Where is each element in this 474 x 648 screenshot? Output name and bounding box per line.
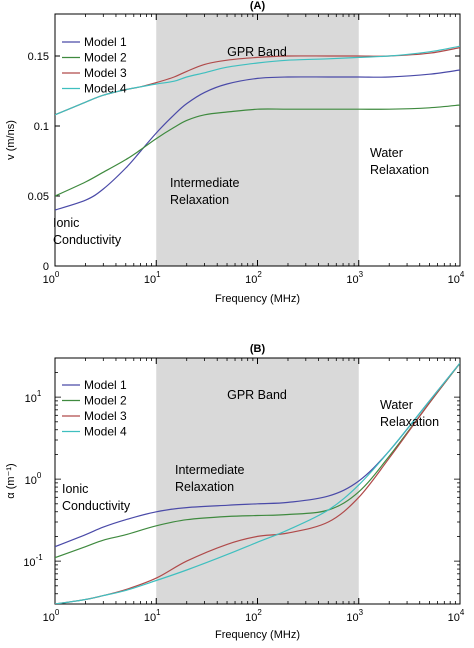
annotation-line: Relaxation xyxy=(380,415,439,429)
x-tick-label: 102 xyxy=(245,270,262,286)
x-tick-exponent: 2 xyxy=(257,608,262,617)
annotation-line: Ionic xyxy=(62,482,88,496)
x-tick-label: 104 xyxy=(448,270,465,286)
x-tick-label: 100 xyxy=(43,608,60,624)
legend-label: Model 3 xyxy=(84,409,127,423)
series-line-model-2 xyxy=(55,104,460,197)
series-line-model-4 xyxy=(55,362,460,604)
y-tick-exponent: 1 xyxy=(37,389,42,398)
region-annotation: Water Relaxation xyxy=(380,398,439,429)
annotation-line: Water xyxy=(380,398,413,412)
y-tick-exponent: 0 xyxy=(37,471,42,480)
annotation-line: Intermediate xyxy=(175,463,245,477)
legend-label: Model 2 xyxy=(84,394,127,408)
x-tick-label: 101 xyxy=(144,608,161,624)
y-tick-label: 0 xyxy=(43,261,49,273)
x-tick-base: 10 xyxy=(43,274,55,286)
series-group xyxy=(55,362,460,604)
annotation-line: Relaxation xyxy=(175,480,234,494)
x-tick-label: 101 xyxy=(144,270,161,286)
legend-label: Model 4 xyxy=(84,425,127,439)
x-axis-title: Frequency (MHz) xyxy=(215,629,300,641)
y-tick-exponent: -1 xyxy=(36,553,44,562)
x-tick-label: 103 xyxy=(346,608,363,624)
y-axis-title: v (m/ns) xyxy=(5,120,17,160)
legend-label: Model 3 xyxy=(84,66,127,80)
legend-label: Model 4 xyxy=(84,82,127,96)
gpr-band xyxy=(156,358,359,604)
x-tick-base: 10 xyxy=(346,274,358,286)
x-tick-label: 103 xyxy=(346,270,363,286)
legend-label: Model 1 xyxy=(84,35,127,49)
x-tick-exponent: 0 xyxy=(55,270,60,279)
annotation-line: Intermediate xyxy=(170,176,240,190)
y-tick-label: 101 xyxy=(25,389,42,405)
y-tick-base: 10 xyxy=(25,475,37,487)
annotation-line: Water xyxy=(370,146,403,160)
y-tick-label: 0.05 xyxy=(28,191,49,203)
x-tick-base: 10 xyxy=(144,612,156,624)
annotation-line: Ionic xyxy=(53,216,79,230)
annotation-line: Relaxation xyxy=(370,163,429,177)
x-tick-exponent: 0 xyxy=(55,608,60,617)
x-tick-exponent: 1 xyxy=(156,608,161,617)
x-tick-base: 10 xyxy=(448,274,460,286)
series-line-model-1 xyxy=(55,69,460,211)
x-tick-exponent: 4 xyxy=(460,270,465,279)
series-group xyxy=(55,45,460,211)
legend-label: Model 2 xyxy=(84,51,127,65)
x-tick-base: 10 xyxy=(144,274,156,286)
x-axis-title: Frequency (MHz) xyxy=(215,293,300,305)
legend-label: Model 1 xyxy=(84,378,127,392)
region-annotation: Intermediate Relaxation xyxy=(175,463,245,494)
region-annotation: Water Relaxation xyxy=(370,146,429,177)
annotation-line: Conductivity xyxy=(62,499,131,513)
gpr-band-label: GPR Band xyxy=(227,388,287,402)
region-annotation: Ionic Conductivity xyxy=(53,216,122,247)
x-tick-exponent: 4 xyxy=(460,608,465,617)
region-annotation: Intermediate Relaxation xyxy=(170,176,240,207)
y-tick-label: 100 xyxy=(25,471,42,487)
x-tick-exponent: 1 xyxy=(156,270,161,279)
x-tick-base: 10 xyxy=(346,612,358,624)
y-axis-title: α (m⁻¹) xyxy=(5,463,17,498)
x-tick-exponent: 3 xyxy=(359,608,364,617)
x-tick-label: 104 xyxy=(448,608,465,624)
x-tick-base: 10 xyxy=(448,612,460,624)
x-tick-base: 10 xyxy=(245,612,257,624)
y-tick-label: 0.1 xyxy=(34,121,49,133)
x-tick-exponent: 2 xyxy=(257,270,262,279)
panel-title: (A) xyxy=(250,0,266,12)
y-tick-label: 10-1 xyxy=(23,553,43,569)
annotation-line: Relaxation xyxy=(170,193,229,207)
series-line-model-2 xyxy=(55,362,460,559)
x-tick-base: 10 xyxy=(43,612,55,624)
x-tick-label: 102 xyxy=(245,608,262,624)
panel-title: (B) xyxy=(250,343,266,355)
region-annotation: Ionic Conductivity xyxy=(62,482,131,513)
y-tick-base: 10 xyxy=(23,557,35,569)
annotation-line: Conductivity xyxy=(53,233,122,247)
x-tick-base: 10 xyxy=(245,274,257,286)
series-line-model-4 xyxy=(55,45,460,116)
y-tick-base: 10 xyxy=(25,393,37,405)
y-tick-label: 0.15 xyxy=(28,51,49,63)
gpr-band-label: GPR Band xyxy=(227,45,287,59)
x-tick-label: 100 xyxy=(43,270,60,286)
x-tick-exponent: 3 xyxy=(359,270,364,279)
